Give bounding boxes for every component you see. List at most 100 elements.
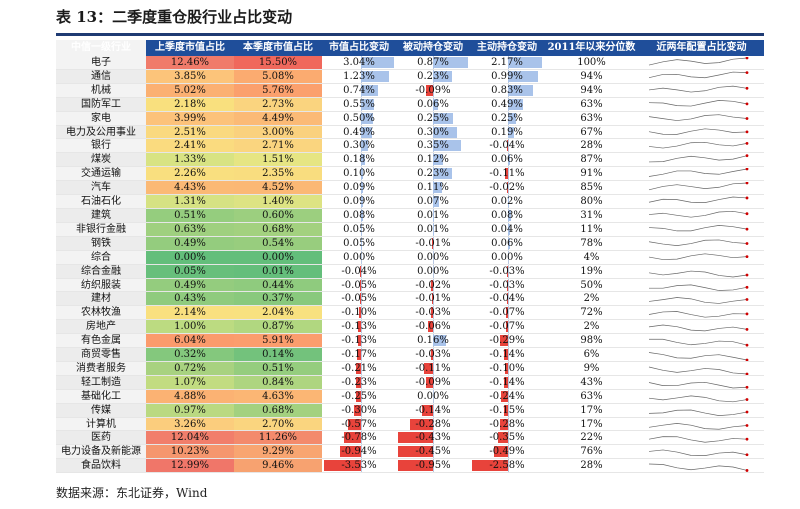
positive-bar <box>433 98 438 110</box>
change-value: 0.83% <box>491 84 523 96</box>
cell-percentile: 63% <box>580 390 603 402</box>
cell-active-change: -0.28% <box>470 417 544 431</box>
sparkline-latest-dot <box>745 142 749 146</box>
positive-bar <box>508 84 534 96</box>
cell-curr-share: 0.14% <box>234 348 322 361</box>
sparkline <box>648 182 749 191</box>
change-value: -0.94% <box>341 446 377 458</box>
sparkline-path <box>648 395 748 402</box>
cell-trend-sparkline <box>639 279 764 292</box>
cell-curr-share: 5.08% <box>234 69 322 83</box>
positive-bar <box>361 140 368 152</box>
zero-axis <box>433 459 434 473</box>
zero-axis <box>508 292 510 306</box>
sparkline <box>648 436 749 444</box>
cell-prev-share: 3.99% <box>146 111 234 125</box>
change-value: -0.03% <box>415 349 451 361</box>
table-row: 通信 3.85% 5.08% 1.23% 0.23% 0.99% 94% <box>56 69 764 84</box>
sparkline <box>648 297 749 305</box>
cell-prev-share: 6.04% <box>146 334 234 348</box>
negative-bar <box>504 376 509 388</box>
header-active-change: 主动持仓变动 <box>477 42 537 53</box>
table-row: 房地产 1.00% 0.87% -0.13% -0.06% -0.07% 2% <box>56 320 764 335</box>
sparkline-path <box>648 366 748 375</box>
sparkline <box>648 381 749 389</box>
change-value: -0.01% <box>415 237 451 249</box>
change-value: -0.10% <box>489 362 525 374</box>
sparkline-latest-dot <box>745 212 749 216</box>
sparkline-path <box>648 142 748 149</box>
cell-passive-change: -0.01% <box>396 236 470 250</box>
zero-axis <box>508 389 510 403</box>
change-value: 0.04% <box>491 223 523 235</box>
change-value: 0.25% <box>491 112 523 124</box>
sparkline-latest-dot <box>745 254 749 258</box>
sparkline <box>648 99 749 107</box>
cell-percentile: 31% <box>580 209 603 221</box>
negative-bar <box>360 279 362 291</box>
cell-prev-share: 0.72% <box>146 361 234 375</box>
sparkline <box>648 284 749 291</box>
cell-share-change: 0.10% <box>322 167 396 181</box>
sparkline <box>648 270 749 277</box>
change-value: -0.43% <box>415 432 451 444</box>
zero-axis <box>508 431 510 445</box>
zero-axis <box>361 445 363 459</box>
sparkline <box>648 422 749 430</box>
sparkline-latest-dot <box>745 196 749 200</box>
change-value: -0.45% <box>415 446 451 458</box>
sparkline <box>648 395 749 402</box>
sparkline-path <box>648 339 748 346</box>
cell-trend-sparkline <box>639 139 764 152</box>
change-value: 0.18% <box>343 154 375 166</box>
zero-axis <box>508 375 510 389</box>
change-value: -0.07% <box>489 307 525 319</box>
cell-industry: 家电 <box>56 111 146 125</box>
zero-axis <box>508 361 510 375</box>
negative-bar <box>398 432 433 444</box>
change-value: -0.07% <box>489 321 525 333</box>
negative-bar <box>398 460 433 472</box>
cell-percentile: 98% <box>580 335 603 347</box>
change-value: -0.35% <box>489 432 525 444</box>
change-value: -0.09% <box>415 376 451 388</box>
positive-bar <box>361 154 366 166</box>
sparkline <box>648 366 749 375</box>
cell-passive-change: 0.07% <box>396 195 470 208</box>
cell-prev-share: 1.31% <box>146 195 234 208</box>
cell-active-change: -0.14% <box>470 375 544 389</box>
sparkline <box>648 113 749 121</box>
cell-percentile: 87% <box>580 154 603 166</box>
sparkline-latest-dot <box>745 358 749 361</box>
cell-prev-share: 1.00% <box>146 320 234 334</box>
cell-industry: 医药 <box>56 431 146 445</box>
table-header: 中信一级行业 上季度市值占比 本季度市值占比 市值占比变动 被动持仓变动 主动持… <box>56 40 764 56</box>
cell-trend-sparkline <box>639 251 764 264</box>
zero-axis <box>433 375 434 389</box>
zero-axis <box>361 320 363 334</box>
sparkline <box>648 339 749 347</box>
cell-active-change: -0.04% <box>470 292 544 306</box>
cell-active-change: -0.07% <box>470 320 544 334</box>
zero-axis <box>361 459 363 473</box>
cell-trend-sparkline <box>639 348 764 361</box>
positive-bar <box>433 182 442 194</box>
cell-industry: 传媒 <box>56 403 146 417</box>
zero-axis <box>433 417 434 431</box>
negative-bar <box>424 362 433 374</box>
cell-percentile: 72% <box>580 307 603 319</box>
header-industry: 中信一级行业 <box>56 40 146 56</box>
positive-bar <box>508 112 516 124</box>
cell-percentile: 28% <box>580 140 603 152</box>
cell-passive-change: 0.11% <box>396 181 470 195</box>
sparkline-latest-dot <box>745 410 749 414</box>
cell-trend-sparkline <box>639 404 764 417</box>
cell-industry: 计算机 <box>56 417 146 431</box>
sparkline-latest-dot <box>745 423 749 427</box>
change-value: 0.12% <box>417 154 449 166</box>
negative-bar <box>432 237 433 249</box>
sparkline-latest-dot <box>745 86 749 90</box>
table-row: 非银行金融 0.63% 0.68% 0.05% 0.01% 0.04% 11% <box>56 222 764 237</box>
table-row: 国防军工 2.18% 2.73% 0.55% 0.06% 0.49% 63% <box>56 97 764 112</box>
table-body: 电子 12.46% 15.50% 3.04% 0.87% 2.17% 100% 通信 3.85%… <box>56 56 764 474</box>
